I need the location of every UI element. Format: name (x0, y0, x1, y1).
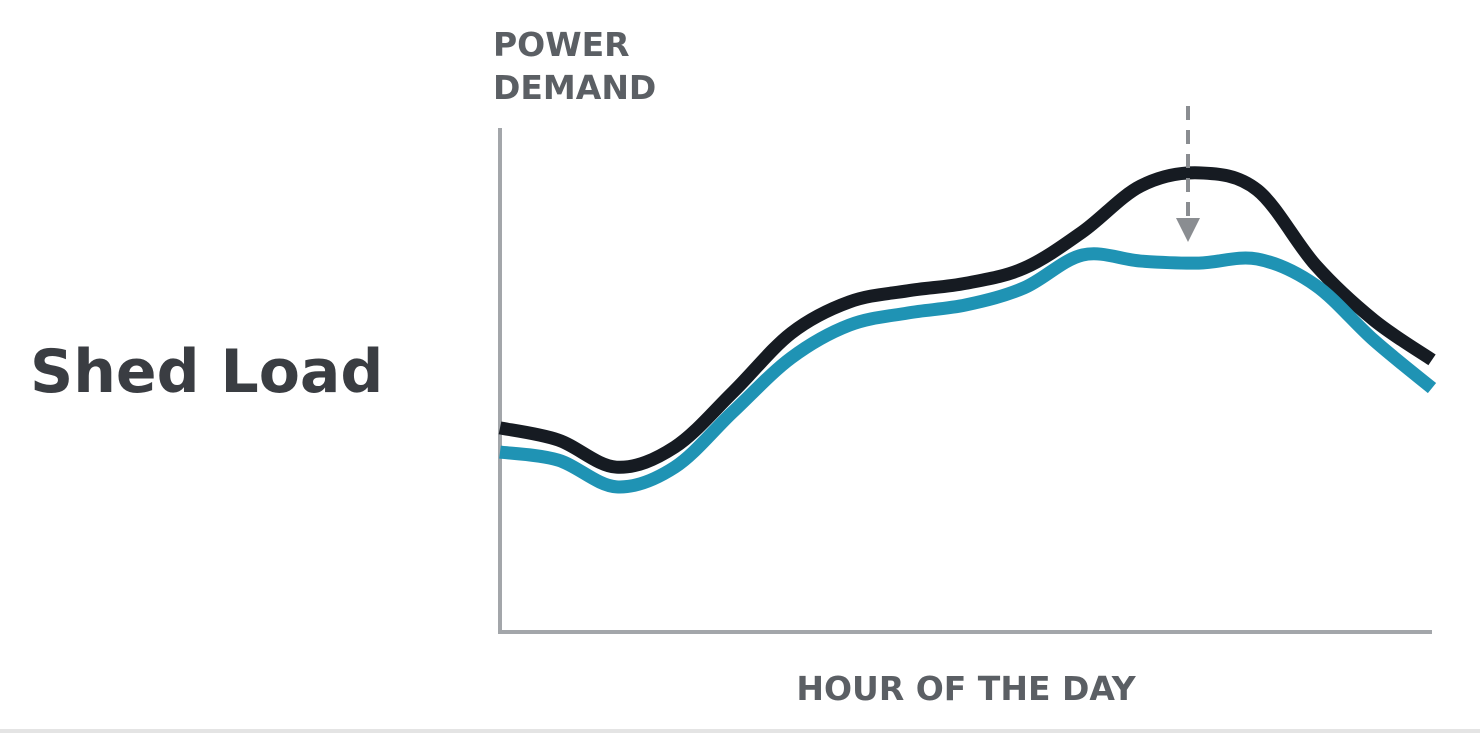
chart-title: Shed Load (30, 337, 383, 407)
series-line (498, 166, 1436, 474)
y-axis-label: POWER (493, 25, 630, 64)
shed-arrow-head (1176, 218, 1200, 242)
x-axis-label: HOUR OF THE DAY (796, 669, 1136, 708)
y-axis-label: DEMAND (493, 68, 656, 107)
series-line (499, 247, 1437, 494)
lines (498, 166, 1437, 494)
